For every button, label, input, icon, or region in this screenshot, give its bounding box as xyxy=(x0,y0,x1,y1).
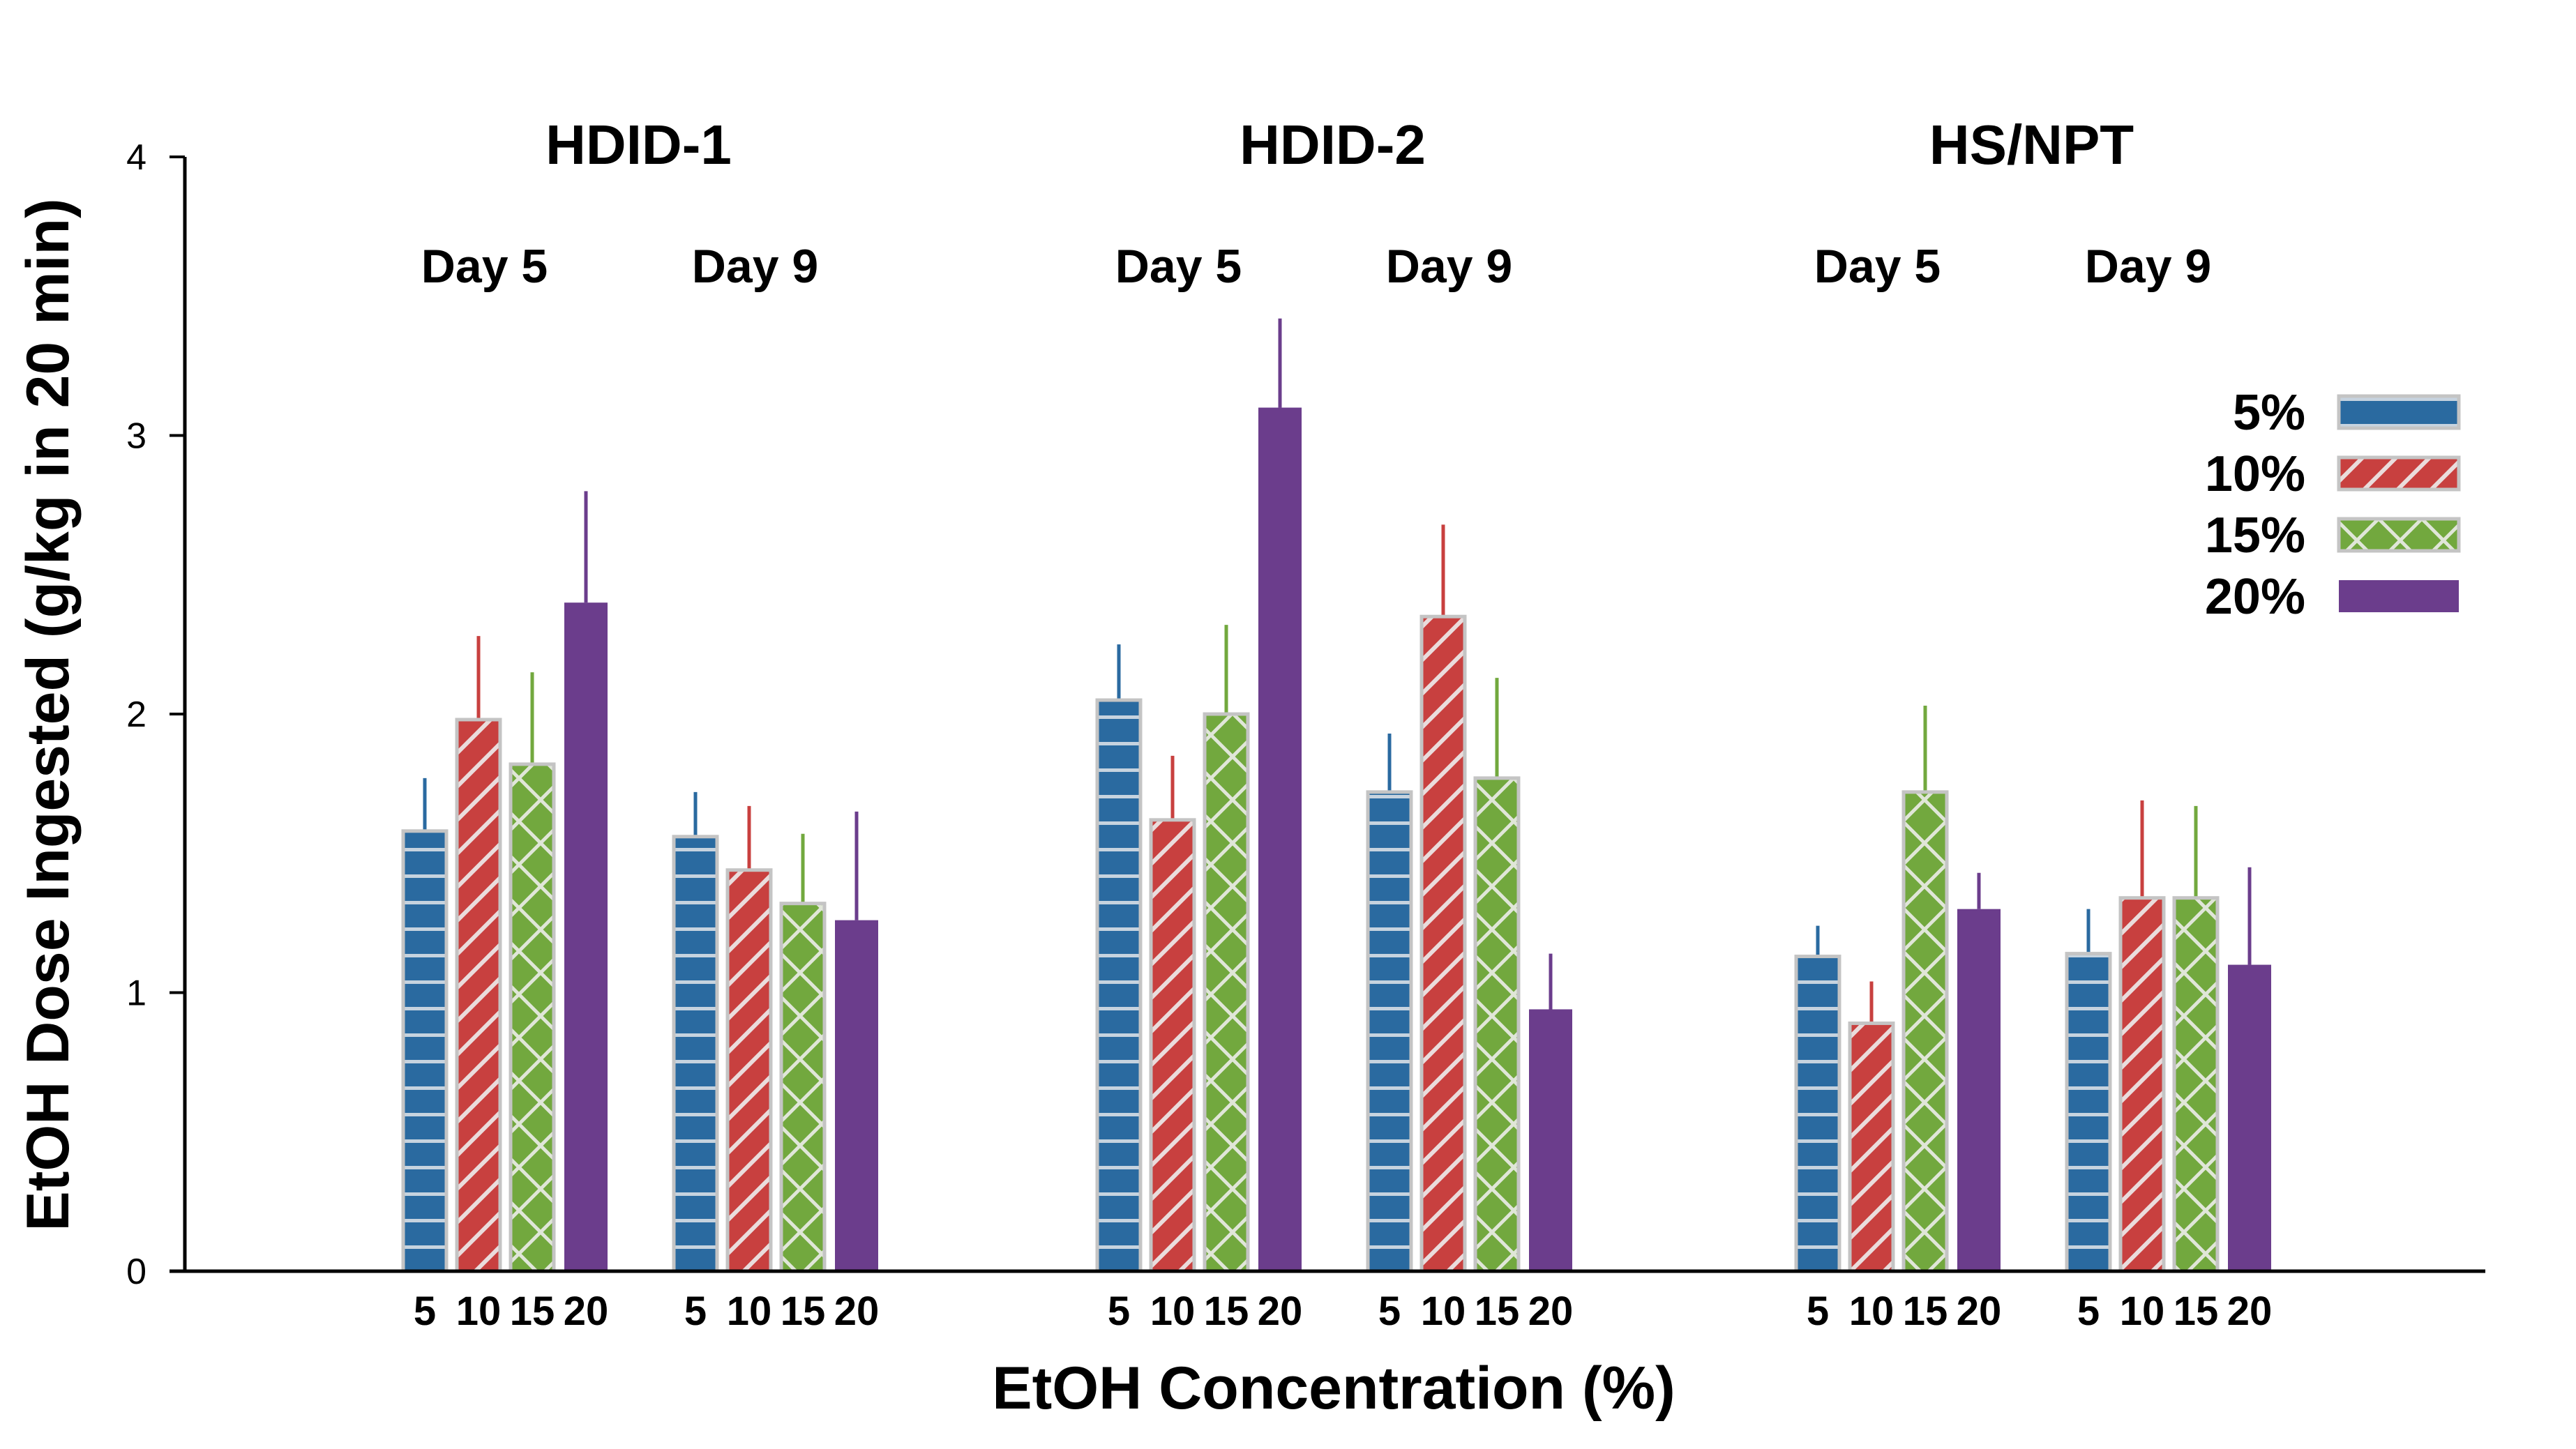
group-title: HS/NPT xyxy=(1929,114,2134,176)
y-tick-label: 2 xyxy=(126,695,146,735)
y-axis-title: EtOH Dose Ingested (g/kg in 20 min) xyxy=(15,198,82,1231)
bar xyxy=(835,920,878,1271)
bar xyxy=(1794,955,1841,1273)
bar xyxy=(455,718,502,1273)
x-tick-label: 5 xyxy=(1807,1289,1829,1334)
bar xyxy=(672,835,719,1273)
x-tick-label: 20 xyxy=(2227,1289,2273,1334)
legend-label: 15% xyxy=(2205,508,2305,563)
bar xyxy=(1473,776,1521,1273)
legend: 5%10% 15% 20% xyxy=(2205,385,2461,625)
x-axis-title: EtOH Concentration (%) xyxy=(992,1355,1675,1422)
x-tick-label: 10 xyxy=(1150,1289,1196,1334)
x-tick-label: 10 xyxy=(2120,1289,2165,1334)
legend-label: 20% xyxy=(2205,569,2305,625)
x-tick-label: 20 xyxy=(834,1289,880,1334)
x-tick-label: 10 xyxy=(1421,1289,1466,1334)
x-tick-label: 20 xyxy=(1258,1289,1303,1334)
day-label: Day 9 xyxy=(1386,240,1512,293)
bar xyxy=(1366,790,1413,1273)
legend-label: 5% xyxy=(2233,385,2305,441)
y-tick-label: 1 xyxy=(126,973,146,1014)
bar xyxy=(509,762,556,1273)
x-tick-label: 15 xyxy=(1903,1289,1948,1334)
bar xyxy=(1203,712,1250,1273)
x-tick-label: 20 xyxy=(1528,1289,1574,1334)
legend-swatch xyxy=(2337,455,2461,492)
day-label: Day 9 xyxy=(2085,240,2211,293)
x-tick-label: 10 xyxy=(727,1289,772,1334)
day-label: Day 9 xyxy=(692,240,818,293)
bar xyxy=(1848,1021,1895,1273)
bar xyxy=(1957,909,2001,1271)
bar xyxy=(1529,1009,1572,1271)
legend-swatch xyxy=(2339,580,2459,612)
bar xyxy=(1258,407,1302,1271)
bar xyxy=(2172,896,2220,1273)
bar xyxy=(1095,698,1143,1273)
bar xyxy=(725,868,773,1273)
bar xyxy=(401,829,449,1273)
y-tick-label: 4 xyxy=(126,137,146,178)
bar xyxy=(564,602,608,1271)
group-title: HDID-2 xyxy=(1240,114,1426,176)
x-tick-label: 15 xyxy=(2174,1289,2219,1334)
group-title: HDID-1 xyxy=(545,114,732,176)
x-tick-label: 5 xyxy=(1108,1289,1130,1334)
x-tick-label: 5 xyxy=(414,1289,436,1334)
legend-swatch xyxy=(2337,517,2461,553)
day-label: Day 5 xyxy=(1115,240,1242,293)
x-tick-label: 10 xyxy=(456,1289,502,1334)
bar xyxy=(1149,818,1196,1273)
legend-label: 10% xyxy=(2205,446,2305,502)
x-tick-label: 5 xyxy=(2077,1289,2100,1334)
x-tick-label: 20 xyxy=(564,1289,609,1334)
x-tick-label: 15 xyxy=(781,1289,826,1334)
bar xyxy=(2118,896,2166,1273)
bar xyxy=(1901,790,1949,1273)
legend-swatch xyxy=(2337,394,2461,430)
y-tick-label: 0 xyxy=(126,1252,146,1292)
bar xyxy=(2228,964,2271,1271)
bar xyxy=(1419,614,1467,1273)
bar xyxy=(2065,952,2112,1273)
y-tick-label: 3 xyxy=(126,416,146,457)
day-label: Day 5 xyxy=(421,240,548,293)
x-tick-label: 15 xyxy=(510,1289,555,1334)
x-tick-label: 15 xyxy=(1475,1289,1520,1334)
day-label: Day 5 xyxy=(1814,240,1941,293)
x-tick-label: 20 xyxy=(1957,1289,2002,1334)
x-tick-label: 5 xyxy=(1378,1289,1401,1334)
x-tick-label: 10 xyxy=(1849,1289,1895,1334)
x-tick-label: 15 xyxy=(1204,1289,1249,1334)
bar xyxy=(779,902,827,1273)
x-tick-label: 5 xyxy=(684,1289,707,1334)
